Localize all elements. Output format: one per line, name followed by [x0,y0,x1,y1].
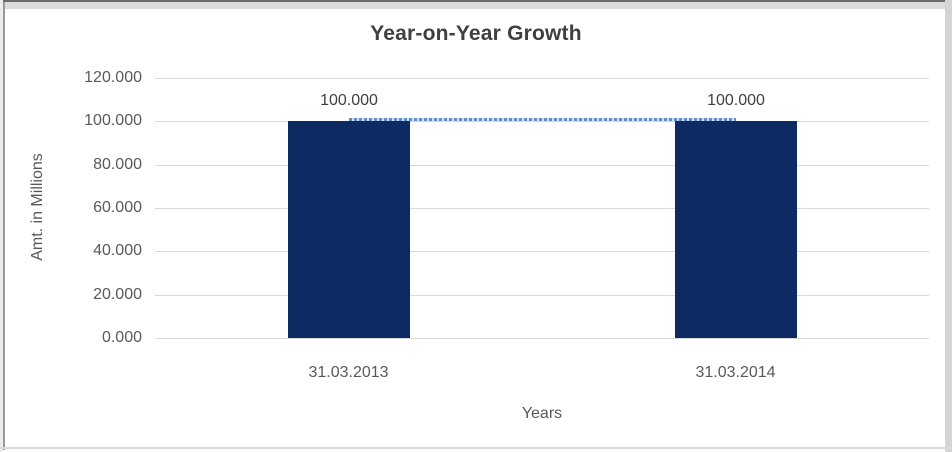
bar-data-label: 100.000 [707,92,765,109]
gridline [155,251,929,252]
chart-title: Year-on-Year Growth [370,22,582,45]
dotted-trend-line [349,118,736,121]
frame-top-edge [0,0,952,9]
y-axis-tick-label: 40.000 [93,242,142,259]
x-category-label: 31.03.2013 [308,364,389,381]
frame-left-border [3,2,5,450]
gridline [155,338,929,339]
x-axis-title: Years [521,405,563,422]
y-axis-tick-label: 80.000 [93,156,142,173]
bar [288,121,410,338]
y-axis-tick-label: 60.000 [93,199,142,216]
frame-bottom-border [0,447,952,449]
x-category-label: 31.03.2014 [695,364,776,381]
y-axis-tick-label: 120.000 [84,69,142,86]
gridline [155,295,929,296]
y-axis-tick-label: 0.000 [101,329,142,346]
gridline [155,78,929,79]
y-axis-tick-label: 20.000 [93,286,142,303]
frame-right-border [945,0,952,452]
gridline [155,208,929,209]
gridline [155,165,929,166]
y-axis-tick-label: 100.000 [84,112,142,129]
gridline [155,121,929,122]
y-axis-title: Amt. in Millions [29,153,46,261]
bar-data-label: 100.000 [320,92,378,109]
bar [675,121,797,338]
frame-left-margin [0,0,3,452]
